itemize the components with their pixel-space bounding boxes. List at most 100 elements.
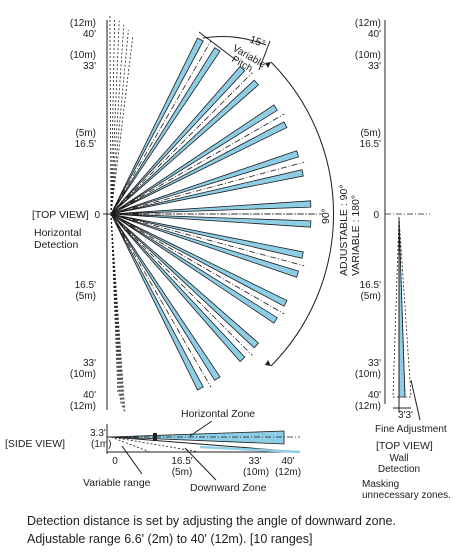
detection-zone-beam — [110, 65, 246, 215]
detection-zone-centerline — [110, 213, 305, 267]
horizontal-zone-beam — [110, 430, 285, 445]
variable-range-line-2 — [110, 436, 201, 453]
side-view-title: [SIDE VIEW] — [5, 438, 65, 450]
masked-zone-line — [109, 15, 112, 215]
wall-view-panel: (12m) 40' (10m) 33' (5m) 16.5' 0 16.5' (… — [355, 18, 451, 501]
side-tick-zero: 0 — [112, 456, 118, 467]
variable-range-marker — [153, 433, 157, 441]
detection-zone-beam — [110, 213, 221, 381]
detection-zone-centerline — [110, 213, 285, 315]
variable-angle-label: VARIABLE : 180° — [350, 195, 362, 276]
horizontal-detection-label-line2: Detection — [34, 239, 79, 251]
coverage-arc-arrow-bottom — [265, 360, 271, 366]
detection-zone-beam — [110, 47, 221, 215]
detection-zone-beam — [110, 79, 260, 215]
tick-label-5m-top: (5m) — [75, 128, 96, 139]
detection-zone-beam — [110, 200, 312, 215]
horizontal-zone-label: Horizontal Zone — [181, 408, 255, 420]
variable-range-line-1 — [110, 436, 151, 453]
tick-label-zero: 0 — [94, 210, 100, 221]
detection-zone-centerline — [110, 213, 212, 388]
tick-label-16ft-top: 16.5' — [75, 139, 96, 150]
pitch-arc — [202, 36, 267, 46]
masked-zone-line — [110, 29, 129, 215]
tick-label-40ft-top: 40' — [83, 29, 96, 40]
wall-tick-label-5m-bottom: (5m) — [360, 291, 381, 302]
wall-tick-label-40ft-bottom: 40' — [368, 390, 381, 401]
masked-zone-line — [110, 17, 115, 215]
wall-tick-label-16ft-top: 16.5' — [360, 139, 381, 150]
side-view-height-m: (1m) — [91, 439, 112, 450]
side-tick-40ft: 40' — [281, 456, 294, 467]
variable-range-leader — [121, 445, 143, 475]
detection-zone-centerline — [110, 40, 212, 215]
detection-zone-beam — [110, 37, 204, 215]
side-tick-16ft: 16.5' — [171, 456, 192, 467]
top-view-panel: (12m) 40' (10m) 33' (5m) 16.5' 0 16.5' (… — [32, 15, 362, 413]
side-tick-5m: (5m) — [172, 467, 193, 478]
wall-tick-label-10m-top: (10m) — [355, 50, 381, 61]
detection-zones — [110, 37, 315, 391]
side-tick-12m: (12m) — [275, 467, 301, 478]
detection-zone-beam — [110, 213, 260, 349]
horizontal-detection-label-line1: Horizontal — [34, 227, 81, 239]
fine-adjustment-label: Fine Adjustment — [375, 424, 447, 435]
tick-label-10m-bottom: (10m) — [70, 369, 96, 380]
coverage-arc — [270, 61, 335, 367]
pitch-leader-left — [198, 31, 237, 61]
wall-tick-label-12m-bottom: (12m) — [355, 401, 381, 412]
masking-label-line1: Masking — [362, 479, 399, 490]
detection-zone-centerline — [110, 113, 285, 215]
wall-tick-label-10m-bottom: (10m) — [355, 369, 381, 380]
detection-zone-beam — [110, 213, 300, 278]
coverage-arc-arrow-top — [265, 62, 271, 68]
masked-zone-line — [110, 35, 134, 215]
detection-zone-beam — [110, 104, 278, 215]
wall-tick-label-12m-top: (12m) — [355, 18, 381, 29]
masked-zone-line — [110, 213, 126, 413]
wall-tick-label-33ft-top: 33' — [368, 61, 381, 72]
detection-zone-beam — [110, 213, 204, 391]
detection-zone-beam — [110, 213, 278, 324]
tick-label-12m-bottom: (12m) — [70, 401, 96, 412]
downward-zone-label: Downward Zone — [190, 482, 267, 494]
masked-zone-line — [110, 20, 120, 215]
masked-zone-line — [110, 213, 120, 399]
wall-detection-label-line1: Wall — [389, 453, 408, 464]
tick-label-33ft-bottom: 33' — [83, 358, 96, 369]
side-tick-33ft: 33' — [248, 456, 261, 467]
wall-view-tick-labels: (12m) 40' (10m) 33' (5m) 16.5' 0 16.5' (… — [355, 18, 381, 412]
detection-zone-centerline — [110, 213, 253, 356]
side-tick-10m: (10m) — [243, 467, 269, 478]
downward-zone-leader — [184, 447, 217, 481]
fine-adjustment-leader — [410, 379, 421, 421]
pitch-angle-label: 15° — [248, 34, 267, 51]
caption: Detection distance is set by adjusting t… — [27, 514, 396, 546]
top-view-tick-labels: (12m) 40' (10m) 33' (5m) 16.5' 0 16.5' (… — [70, 18, 101, 412]
tick-label-12m-top: (12m) — [70, 18, 96, 29]
wall-tick-label-40ft-top: 40' — [368, 29, 381, 40]
wall-detection-label-line2: Detection — [378, 464, 420, 475]
downward-zone-fill — [199, 445, 301, 454]
wall-tick-label-zero: 0 — [373, 210, 379, 221]
wall-tick-label-33ft-bottom: 33' — [368, 358, 381, 369]
wall-zone-outer-left — [392, 216, 400, 398]
tick-label-10m-top: (10m) — [70, 50, 96, 61]
masked-zone-lines — [109, 15, 134, 413]
side-view-height-ft: 3.3' — [90, 428, 106, 439]
detection-zone-beam — [110, 213, 312, 228]
detection-zone-beam — [110, 213, 304, 259]
horizontal-zone-leader — [189, 420, 213, 437]
caption-line-1: Detection distance is set by adjusting t… — [27, 514, 396, 528]
side-view-panel: Horizontal Zone [SIDE VIEW] 3.3' (1m) 0 … — [5, 408, 301, 494]
masked-zone-line — [110, 24, 125, 215]
detection-zone-beam — [110, 121, 288, 215]
spread-angle-label: 90° — [320, 208, 332, 224]
detection-zone-beam — [110, 150, 300, 215]
tick-label-16ft-bottom: 16.5' — [75, 280, 96, 291]
masking-label-line2: unnecessary zones. — [362, 490, 451, 501]
detection-zone-centerline — [110, 72, 253, 215]
detection-zone-beam — [110, 213, 246, 363]
variable-range-label: Variable range — [83, 477, 151, 489]
